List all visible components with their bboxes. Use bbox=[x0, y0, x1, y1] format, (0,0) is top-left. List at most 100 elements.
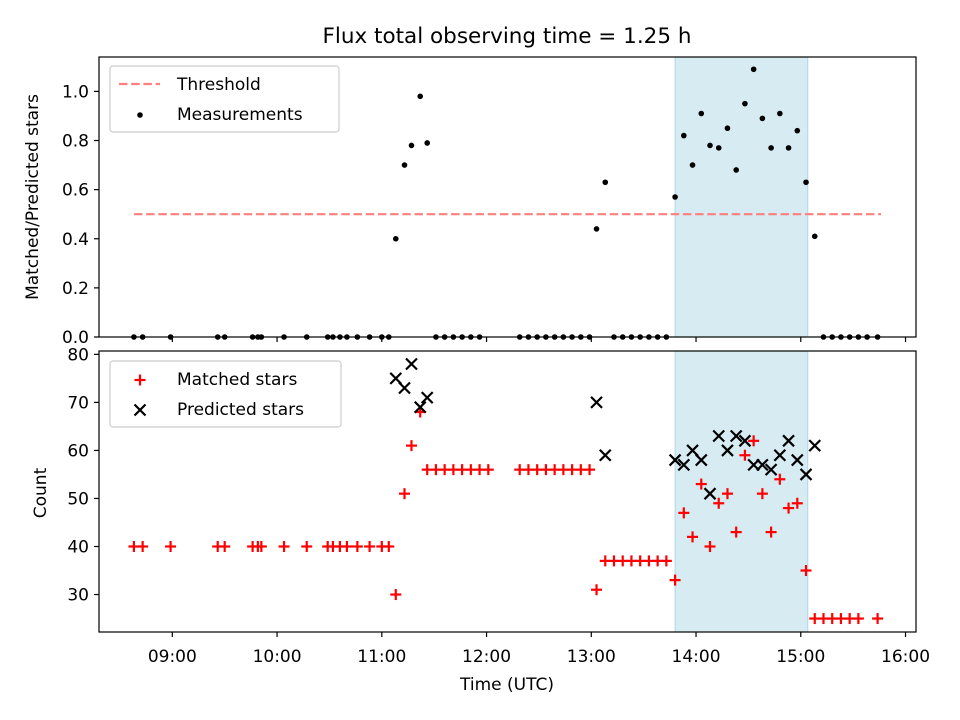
predicted-stars-legend-swatch bbox=[133, 403, 147, 417]
measurement-point bbox=[759, 115, 766, 122]
measurement-point bbox=[593, 226, 600, 232]
matched-star-point bbox=[800, 565, 812, 577]
x-stroke-b bbox=[773, 448, 787, 462]
x-tick-label: 15:00 bbox=[776, 647, 825, 667]
measurement-point bbox=[707, 142, 713, 149]
x-stroke-b bbox=[590, 396, 603, 409]
top-panel-shaded-span bbox=[674, 56, 809, 338]
matched-stars-legend-label: Matched stars bbox=[177, 370, 297, 390]
measurement-point bbox=[803, 179, 809, 186]
x-stroke-b bbox=[764, 463, 778, 476]
matched-star-point bbox=[739, 449, 751, 461]
bottom-panel-frame bbox=[98, 350, 917, 633]
measurement-point bbox=[785, 145, 792, 151]
matched-star-point bbox=[383, 540, 395, 552]
measurement-point bbox=[750, 66, 757, 73]
top-panel-frame bbox=[98, 56, 917, 338]
predicted-star-point bbox=[703, 487, 717, 500]
matched-star-point bbox=[301, 540, 313, 552]
predicted-star-point bbox=[721, 444, 734, 457]
y-tick-label: 50 bbox=[67, 489, 89, 509]
measurement-point bbox=[733, 167, 739, 173]
top-legend-box bbox=[109, 65, 340, 133]
legend-x-marker bbox=[133, 403, 147, 417]
y-tick-label: 40 bbox=[67, 537, 89, 557]
x-stroke-b bbox=[703, 487, 717, 500]
x-stroke-b bbox=[398, 381, 411, 395]
x-tick-label: 11:00 bbox=[357, 647, 406, 667]
predicted-star-point bbox=[729, 429, 743, 443]
measurement-point bbox=[401, 162, 408, 168]
measurement-point bbox=[742, 100, 748, 107]
x-axis-label: Time (UTC) bbox=[459, 675, 554, 695]
predicted-stars-points bbox=[389, 357, 822, 500]
bottom-legend-box bbox=[109, 360, 342, 428]
predicted-star-point bbox=[791, 453, 804, 467]
top-y-axis-label: Matched/Predicted stars bbox=[23, 94, 43, 300]
measurement-point bbox=[408, 142, 415, 149]
predicted-star-point bbox=[712, 429, 726, 443]
x-stroke-b bbox=[598, 448, 612, 462]
matched-star-point bbox=[730, 526, 742, 538]
bottom-y-axis-label: Count bbox=[31, 467, 51, 518]
bottom-legend: Matched stars Predicted stars bbox=[109, 360, 342, 428]
bottom-panel: 30 40 50 60 70 80 09:00 10:00 11:00 12:00 13:00 14… bbox=[31, 345, 930, 695]
bottom-x-axis-ticks: 09:00 10:00 11:00 12:00 13:00 14:00 15:00 16:00 bbox=[148, 632, 930, 667]
predicted-star-point bbox=[398, 381, 411, 395]
measurement-point bbox=[417, 93, 424, 100]
matched-star-point bbox=[704, 540, 716, 552]
x-stroke-b bbox=[405, 357, 418, 371]
matched-star-point bbox=[364, 540, 376, 552]
x-stroke-b bbox=[791, 453, 804, 467]
matched-star-point bbox=[219, 540, 231, 552]
measurement-point bbox=[724, 125, 731, 132]
matched-star-point bbox=[351, 540, 363, 552]
predicted-star-point bbox=[738, 434, 752, 448]
predicted-star-point bbox=[668, 453, 682, 467]
matched-star-point bbox=[713, 497, 725, 509]
chart-title: Flux total observing time = 1.25 h bbox=[323, 24, 692, 49]
matched-star-point bbox=[695, 478, 707, 490]
bottom-panel-shaded-span bbox=[674, 350, 809, 633]
matched-star-point bbox=[165, 540, 177, 552]
x-stroke-b bbox=[721, 444, 734, 457]
y-tick-label: 0.4 bbox=[62, 230, 89, 250]
matched-star-point bbox=[137, 540, 149, 552]
predicted-star-point bbox=[694, 453, 708, 467]
top-panel: 0.0 0.2 0.4 0.6 0.8 1.0 Matched/Predicted sta… bbox=[23, 56, 917, 348]
measurement-point bbox=[698, 110, 705, 117]
x-stroke-b bbox=[729, 429, 743, 443]
y-tick-label: 80 bbox=[67, 345, 89, 365]
measurement-point bbox=[681, 132, 687, 139]
top-legend: Threshold Measurements bbox=[109, 65, 340, 133]
predicted-star-point bbox=[773, 448, 787, 462]
x-tick-label: 16:00 bbox=[881, 647, 930, 667]
y-tick-label: 30 bbox=[67, 586, 89, 606]
legend-plus-marker bbox=[134, 374, 146, 386]
x-stroke-b bbox=[668, 453, 682, 467]
predicted-star-point bbox=[405, 357, 418, 371]
x-stroke-b bbox=[133, 403, 147, 417]
predicted-star-point bbox=[756, 458, 769, 472]
matched-star-point bbox=[756, 488, 768, 500]
matched-star-point bbox=[399, 488, 411, 500]
measurements-legend-swatch bbox=[137, 112, 143, 118]
predicted-star-point bbox=[677, 458, 691, 472]
measurement-point bbox=[811, 233, 818, 240]
predicted-star-point bbox=[413, 400, 427, 414]
measurement-point bbox=[794, 127, 801, 134]
predicted-star-point bbox=[782, 434, 795, 448]
matched-star-point bbox=[660, 555, 672, 567]
predicted-star-point bbox=[590, 396, 603, 409]
x-tick-label: 09:00 bbox=[148, 647, 197, 667]
x-stroke-b bbox=[808, 439, 822, 452]
top-y-axis-ticks: 0.0 0.2 0.4 0.6 0.8 1.0 bbox=[62, 82, 99, 348]
matched-star-point bbox=[669, 574, 681, 586]
y-tick-label: 0.6 bbox=[62, 181, 89, 201]
matched-star-point bbox=[774, 473, 786, 485]
measurement-point bbox=[689, 162, 696, 168]
matched-star-point bbox=[278, 540, 290, 552]
matched-star-point bbox=[678, 507, 690, 519]
x-tick-label: 14:00 bbox=[672, 647, 721, 667]
x-tick-label: 13:00 bbox=[567, 647, 616, 667]
